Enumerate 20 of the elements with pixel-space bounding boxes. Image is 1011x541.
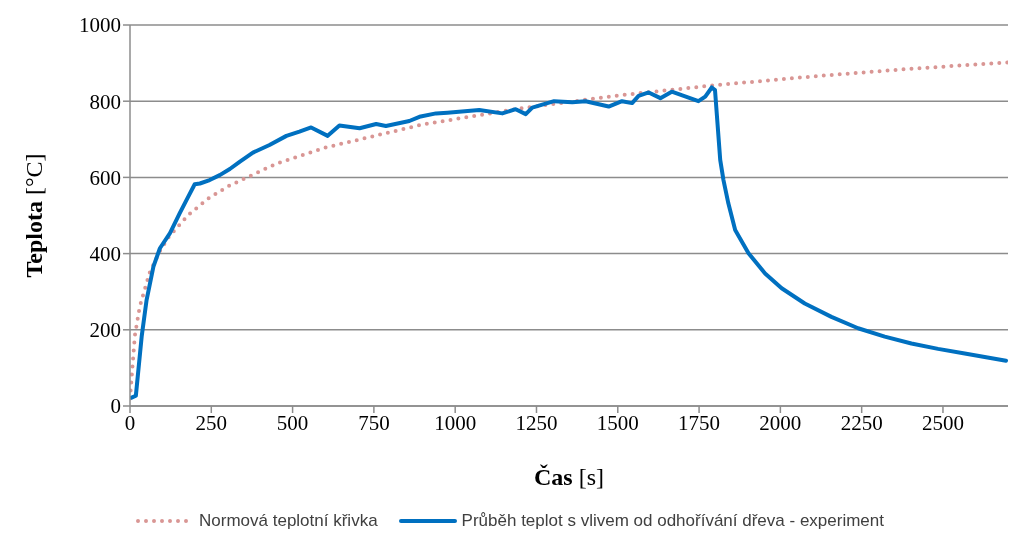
legend-label: Normová teplotní křivka (199, 511, 378, 531)
x-tick-label: 500 (276, 410, 309, 435)
x-tick-label: 1750 (678, 410, 721, 435)
x-tick-label: 2000 (759, 410, 802, 435)
y-tick-label: 200 (89, 318, 121, 343)
y-tick-label: 800 (89, 89, 121, 114)
x-tick-label: 2250 (840, 410, 883, 435)
y-tick-label: 600 (89, 165, 121, 190)
y-tick-label: 400 (89, 242, 121, 267)
y-axis-title: Teplota [°C] (20, 153, 47, 278)
x-tick-label: 250 (195, 410, 228, 435)
x-tick-label: 750 (358, 410, 390, 435)
x-tick-label: 1500 (596, 410, 639, 435)
x-tick-label: 2500 (921, 410, 964, 435)
y-tick-label: 0 (110, 394, 121, 419)
legend-label: Průběh teplot s vlivem od odhořívání dřeva - experiment (461, 511, 884, 531)
x-axis-title: Čas [s] (534, 463, 604, 490)
x-tick-label: 1250 (515, 410, 558, 435)
x-tick-label: 1000 (434, 410, 477, 435)
y-tick-label: 1000 (79, 13, 121, 38)
